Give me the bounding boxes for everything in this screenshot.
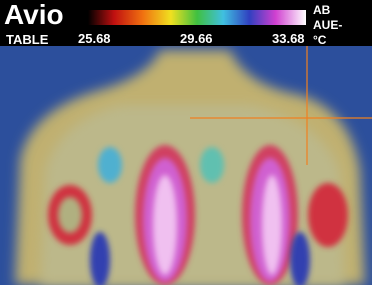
mode: TABLE: [6, 32, 49, 47]
colorbar-label: 29.66: [180, 31, 213, 46]
info-line: °C: [313, 33, 327, 47]
info-line: AB: [313, 3, 331, 17]
brand: Avio: [4, 0, 64, 30]
colorbar: [88, 10, 306, 25]
colorbar-label: 33.68: [272, 31, 305, 46]
info-line: AUE-: [313, 18, 342, 32]
colorbar-label: 25.68: [78, 31, 111, 46]
thermal-screen: Avio TABLE 25.68 29.66 33.68 AB AUE- °C: [0, 0, 372, 285]
